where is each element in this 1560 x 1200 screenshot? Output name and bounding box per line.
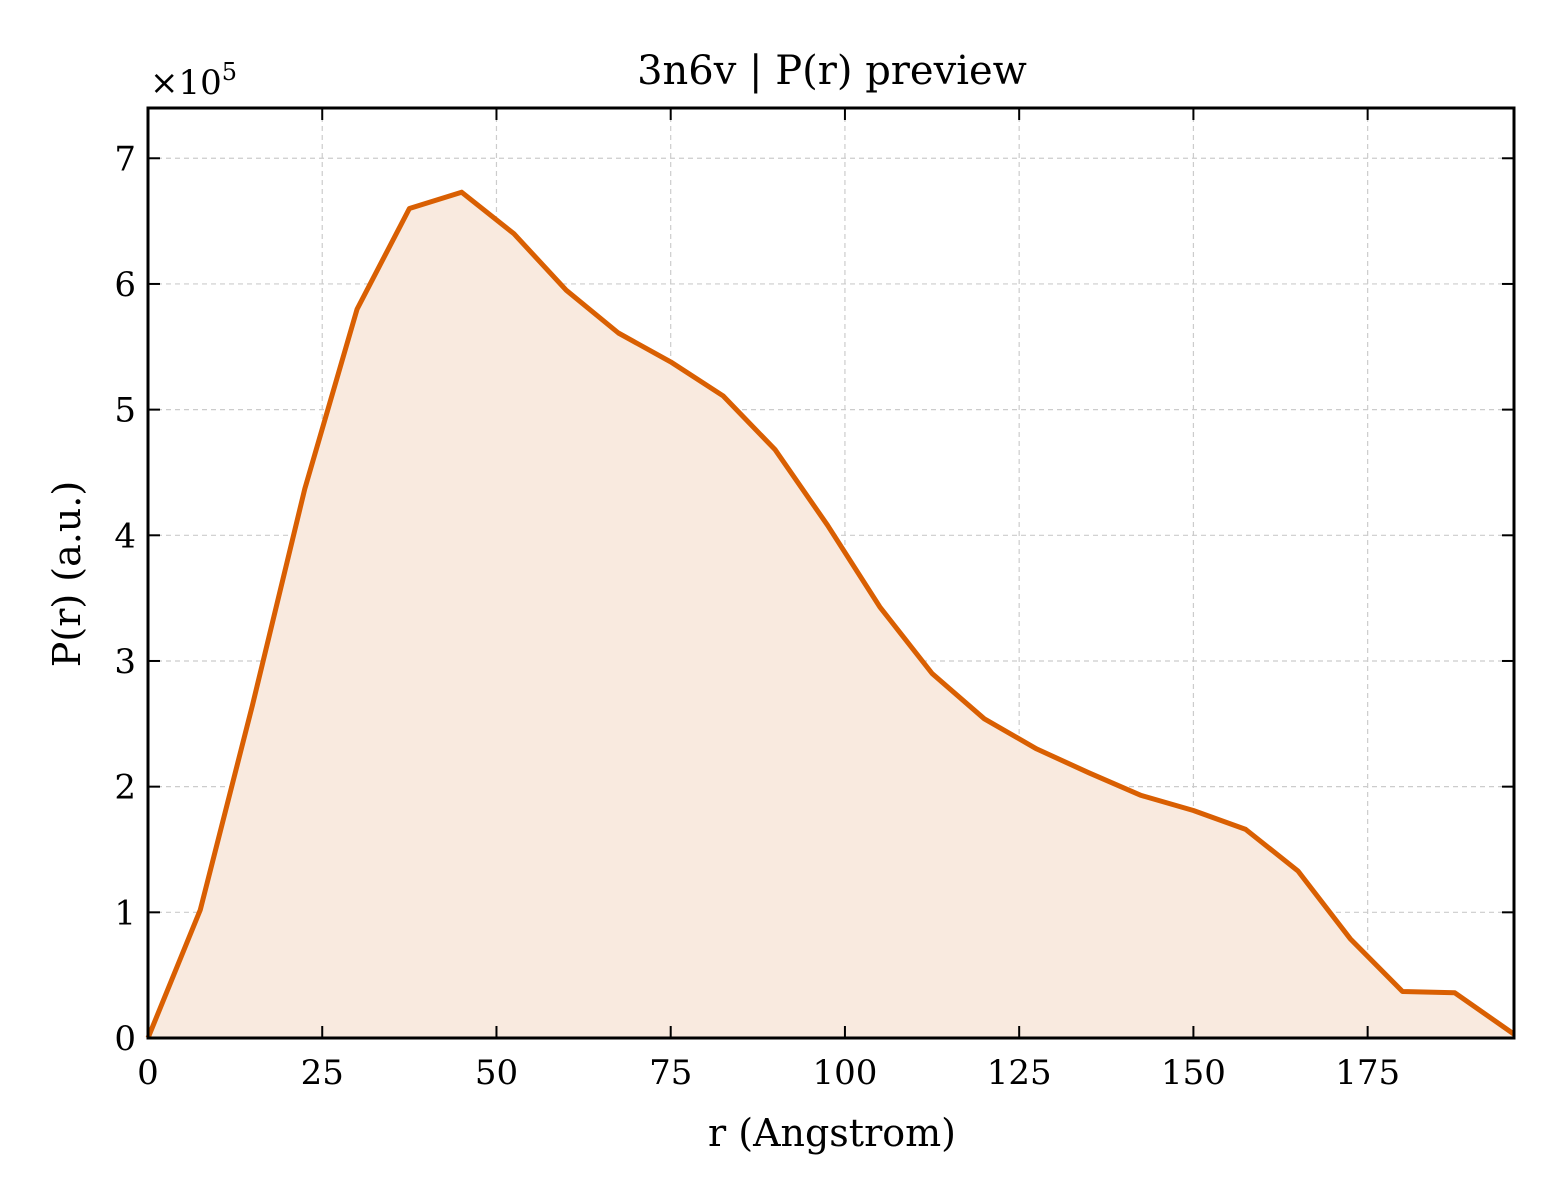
x-tick-label: 125 — [987, 1053, 1052, 1093]
y-tick-label: 4 — [114, 516, 136, 556]
x-tick-label: 175 — [1335, 1053, 1400, 1093]
y-tick-label: 6 — [114, 265, 136, 305]
x-tick-label: 100 — [812, 1053, 877, 1093]
y-axis-label: P(r) (a.u.) — [45, 481, 89, 667]
y-tick-label: 2 — [114, 768, 136, 808]
x-tick-label: 25 — [301, 1053, 344, 1093]
y-tick-label: 3 — [114, 642, 136, 682]
y-tick-label: 5 — [114, 391, 136, 431]
y-tick-label: 1 — [114, 893, 136, 933]
x-tick-label: 150 — [1161, 1053, 1226, 1093]
x-tick-label: 0 — [137, 1053, 159, 1093]
tick-labels: 0 25 50 75 100 125 150 175 0 1 2 3 4 5 6 7 — [114, 139, 1400, 1093]
y-tick-label: 7 — [114, 139, 136, 179]
area-fill — [148, 192, 1514, 1038]
series-line — [145, 189, 1516, 1039]
x-axis-label: r (Angstrom) — [708, 1111, 956, 1155]
x-tick-label: 75 — [649, 1053, 692, 1093]
plot-frame — [146, 106, 1516, 1040]
chart-title: 3n6v | P(r) preview — [637, 48, 1027, 94]
ticks — [147, 108, 1514, 1039]
y-axis-offset-exponent: 5 — [222, 58, 237, 86]
x-tick-label: 50 — [475, 1053, 518, 1093]
y-axis-offset: ×105 — [150, 58, 237, 103]
y-axis-offset-base: ×10 — [150, 63, 222, 103]
y-tick-label: 0 — [114, 1019, 136, 1059]
